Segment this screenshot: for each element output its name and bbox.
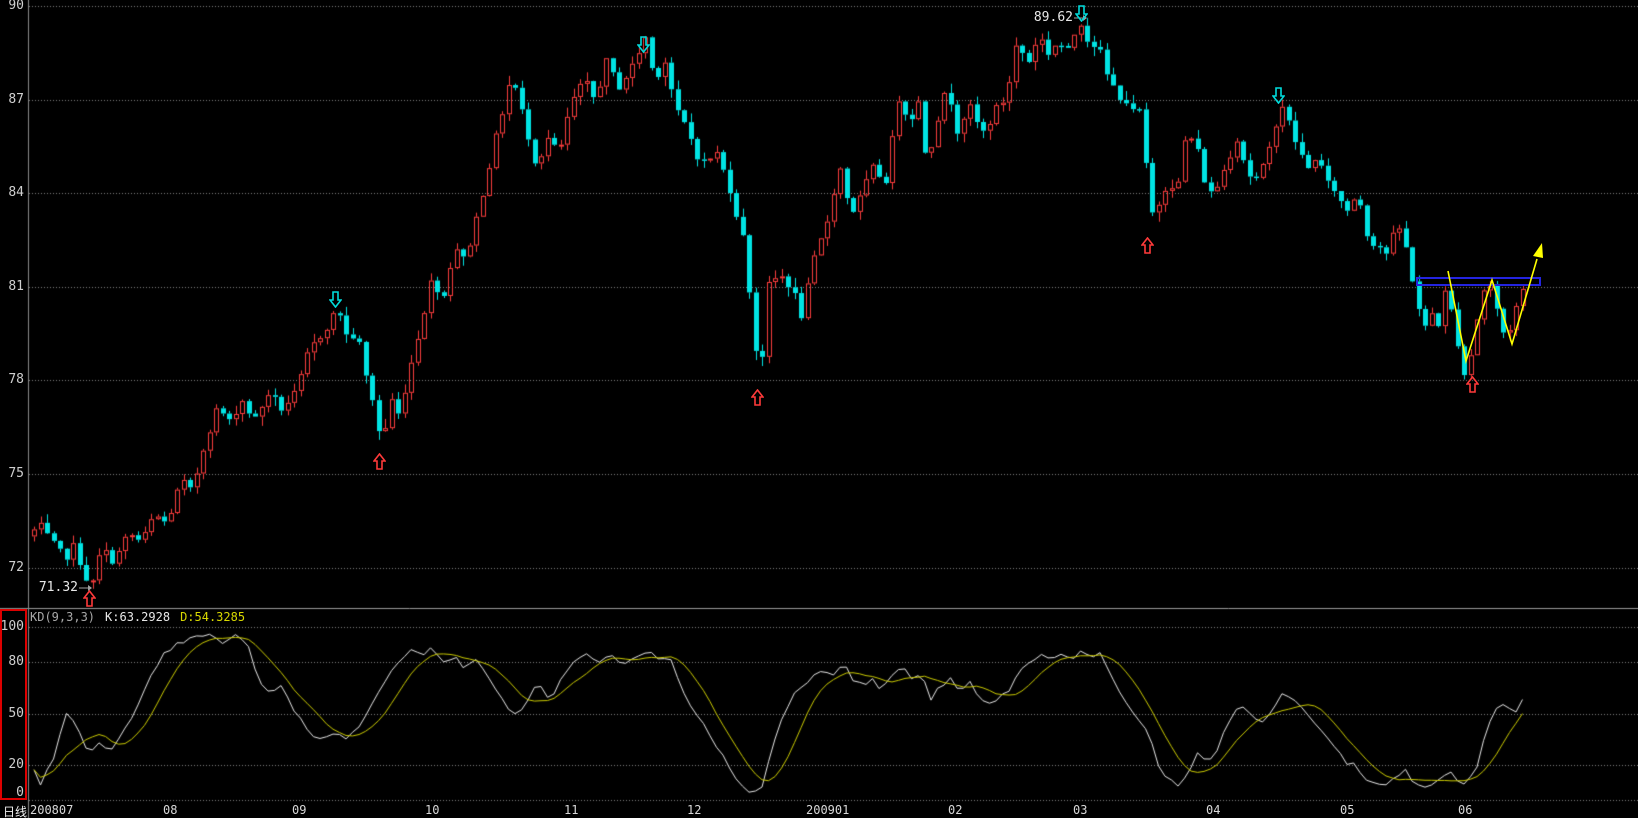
buy-signal-arrow-icon[interactable]: [1141, 237, 1154, 254]
axis-tick-label: 90: [8, 0, 24, 13]
axis-tick-label: 87: [8, 91, 24, 107]
month-label: 09: [292, 803, 307, 817]
month-label: 05: [1340, 803, 1355, 817]
axis-tick-label: 50: [8, 705, 24, 721]
sell-signal-arrow-icon[interactable]: [637, 36, 650, 53]
axis-tick-label: 0: [16, 785, 24, 800]
buy-signal-arrow-icon[interactable]: [83, 590, 96, 607]
high-price-label: 89.62: [1033, 10, 1073, 25]
drawn-rectangle[interactable]: [1416, 277, 1541, 286]
axis-tick-label: 75: [8, 466, 24, 481]
kd-d-value: D:54.3285: [180, 610, 246, 624]
month-label: 02: [948, 803, 963, 817]
axis-tick-label: 100: [0, 619, 24, 634]
axis-tick-label: 84: [8, 185, 24, 201]
kd-panel-selection-box[interactable]: [0, 609, 27, 800]
month-label: 04: [1206, 803, 1221, 817]
buy-signal-arrow-icon[interactable]: [1466, 376, 1479, 393]
buy-signal-arrow-icon[interactable]: [751, 389, 764, 406]
status-bar: 日线 200807 08 09 10 11 12 200901 02 03 04 05 06: [0, 801, 1638, 818]
month-label: 06: [1458, 803, 1473, 817]
period-selector[interactable]: 日线: [3, 805, 28, 818]
month-label: 08: [163, 803, 178, 817]
sell-signal-arrow-icon[interactable]: [1075, 5, 1088, 22]
sell-signal-arrow-icon[interactable]: [1272, 87, 1285, 104]
axis-tick-label: 72: [8, 559, 24, 575]
month-label: 03: [1073, 803, 1088, 817]
sell-signal-arrow-icon[interactable]: [329, 291, 342, 308]
low-price-label: 71.32: [38, 580, 78, 595]
low-label-pointer-icon: [79, 585, 92, 591]
month-label: 200901: [806, 803, 850, 817]
kd-k-value: K:63.2928: [105, 610, 171, 624]
month-label: 11: [564, 803, 579, 817]
month-label: 200807: [30, 803, 74, 817]
axis-tick-label: 78: [8, 372, 24, 388]
axis-tick-label: 20: [8, 757, 24, 773]
month-label: 10: [425, 803, 440, 817]
axis-tick-label: 80: [8, 653, 24, 669]
buy-signal-arrow-icon[interactable]: [373, 453, 386, 470]
kd-indicator-name[interactable]: KD(9,3,3): [30, 610, 96, 624]
kd-header: KD(9,3,3) K:63.2928 D:54.3285: [30, 610, 255, 624]
axis-tick-label: 81: [8, 278, 24, 294]
month-label: 12: [687, 803, 702, 817]
